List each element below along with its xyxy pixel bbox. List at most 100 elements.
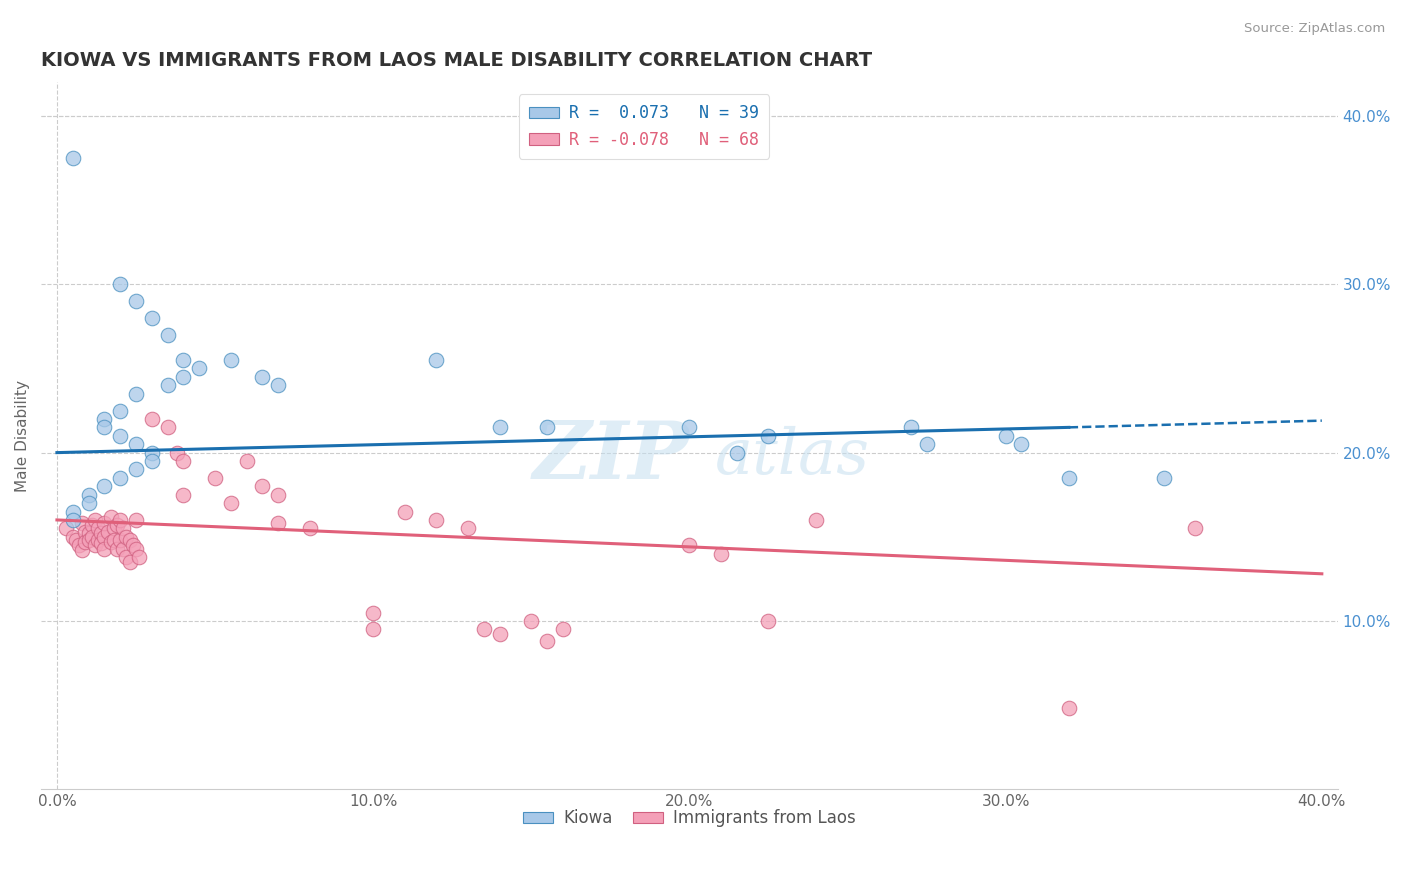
Point — [93, 530, 115, 544]
Point — [121, 538, 143, 552]
Point — [70, 543, 93, 558]
Point — [425, 513, 447, 527]
Point — [100, 509, 122, 524]
Point — [93, 541, 115, 556]
Text: Source: ZipAtlas.com: Source: ZipAtlas.com — [1244, 22, 1385, 36]
Point — [105, 518, 128, 533]
Point — [267, 516, 290, 531]
Point — [361, 623, 384, 637]
Point — [108, 513, 131, 527]
Point — [188, 361, 211, 376]
Point — [93, 516, 115, 531]
Point — [65, 533, 87, 548]
Point — [108, 403, 131, 417]
Point — [141, 454, 163, 468]
Point — [125, 513, 148, 527]
Point — [425, 353, 447, 368]
Point — [125, 294, 148, 309]
Point — [80, 530, 103, 544]
Point — [678, 538, 700, 552]
Point — [62, 530, 84, 544]
Point — [90, 526, 112, 541]
Point — [141, 412, 163, 426]
Point — [108, 429, 131, 443]
Point — [87, 533, 110, 548]
Point — [112, 521, 135, 535]
Point — [472, 623, 495, 637]
Point — [125, 437, 148, 451]
Point — [488, 627, 510, 641]
Text: atlas: atlas — [716, 426, 870, 488]
Point — [536, 420, 558, 434]
Point — [80, 518, 103, 533]
Point — [103, 521, 125, 535]
Point — [112, 541, 135, 556]
Legend: Kiowa, Immigrants from Laos: Kiowa, Immigrants from Laos — [516, 803, 862, 834]
Point — [1184, 521, 1206, 535]
Point — [156, 378, 179, 392]
Point — [536, 634, 558, 648]
Point — [108, 471, 131, 485]
Point — [93, 420, 115, 434]
Point — [900, 420, 922, 434]
Point — [361, 606, 384, 620]
Point — [204, 471, 226, 485]
Point — [219, 496, 242, 510]
Point — [488, 420, 510, 434]
Point — [115, 549, 138, 564]
Point — [166, 445, 188, 459]
Point — [267, 488, 290, 502]
Point — [70, 516, 93, 531]
Point — [172, 370, 194, 384]
Point — [219, 353, 242, 368]
Point — [156, 420, 179, 434]
Text: ZIP: ZIP — [533, 418, 689, 496]
Point — [128, 549, 150, 564]
Point — [83, 513, 105, 527]
Point — [62, 151, 84, 165]
Point — [172, 454, 194, 468]
Point — [83, 538, 105, 552]
Point — [75, 534, 97, 549]
Point — [994, 429, 1017, 443]
Point — [125, 462, 148, 476]
Point — [118, 555, 141, 569]
Point — [55, 521, 77, 535]
Point — [520, 614, 543, 628]
Point — [77, 526, 100, 541]
Y-axis label: Male Disability: Male Disability — [15, 380, 30, 491]
Point — [235, 454, 257, 468]
Point — [75, 524, 97, 539]
Point — [125, 386, 148, 401]
Point — [710, 547, 733, 561]
Point — [141, 310, 163, 325]
Point — [1153, 471, 1175, 485]
Point — [252, 370, 274, 384]
Point — [804, 513, 827, 527]
Point — [93, 412, 115, 426]
Point — [141, 445, 163, 459]
Point — [1010, 437, 1032, 451]
Point — [90, 536, 112, 550]
Point — [125, 541, 148, 556]
Point — [103, 533, 125, 548]
Point — [252, 479, 274, 493]
Point — [108, 277, 131, 292]
Point — [551, 623, 574, 637]
Point — [87, 521, 110, 535]
Point — [267, 378, 290, 392]
Point — [172, 353, 194, 368]
Point — [457, 521, 479, 535]
Point — [115, 530, 138, 544]
Point — [96, 524, 118, 539]
Point — [93, 479, 115, 493]
Point — [77, 496, 100, 510]
Point — [394, 504, 416, 518]
Point — [77, 488, 100, 502]
Point — [915, 437, 938, 451]
Point — [678, 420, 700, 434]
Point — [298, 521, 321, 535]
Point — [156, 327, 179, 342]
Point — [725, 445, 748, 459]
Point — [62, 513, 84, 527]
